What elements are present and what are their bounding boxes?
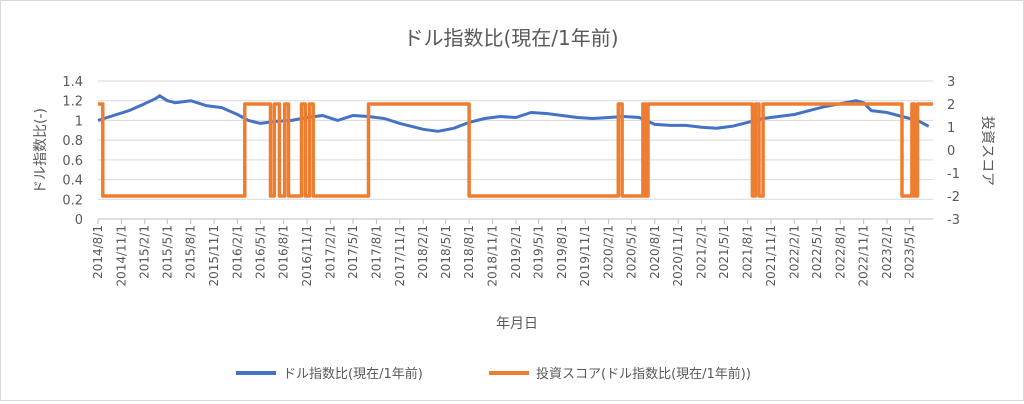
x-tick-label: 2023/5/1: [903, 225, 917, 279]
x-tick-label: 2021/8/1: [741, 225, 755, 279]
x-tick-label: 2020/5/1: [624, 225, 638, 279]
x-tick-label: 2020/8/1: [648, 225, 662, 279]
x-tick-label: 2022/11/1: [857, 225, 871, 287]
x-tick-label: 2017/2/1: [323, 225, 337, 279]
x-tick-label: 2022/8/1: [833, 225, 847, 279]
y-tick-label-left: 0.8: [62, 134, 83, 149]
y-tick-label-left: 0: [75, 213, 83, 228]
x-tick-label: 2018/2/1: [416, 225, 430, 279]
x-tick-label: 2015/8/1: [184, 225, 198, 279]
x-tick-label: 2022/2/1: [787, 225, 801, 279]
x-tick-label: 2018/5/1: [439, 225, 453, 279]
x-tick-label: 2014/8/1: [91, 225, 105, 279]
x-axis-label: 年月日: [496, 316, 538, 332]
left-y-axis-ticks: 0 0.2 0.4 0.6 0.8 1 1.2 1.4: [62, 75, 83, 228]
x-tick-label: 2022/5/1: [810, 225, 824, 279]
x-tick-label: 2019/11/1: [578, 225, 592, 287]
x-tick-label: 2017/5/1: [346, 225, 360, 279]
chart-title: ドル指数比(現在/1年前): [403, 26, 618, 50]
y-tick-label-right: 2: [947, 98, 955, 113]
y-tick-label-left: 0.4: [62, 174, 83, 189]
x-tick-label: 2023/2/1: [880, 225, 894, 279]
x-tick-label: 2018/8/1: [462, 225, 476, 279]
x-tick-label: 2015/11/1: [207, 225, 221, 287]
legend-label-investment-score: 投資スコア(ドル指数比(現在/1年前)): [536, 366, 751, 382]
x-axis: 2014/8/1 2014/11/1 2015/2/1 2015/5/1 2015/8/…: [91, 218, 933, 287]
y-axis-label-left: ドル指数比(-): [33, 108, 49, 194]
x-tick-label: 2020/11/1: [671, 225, 685, 287]
y-tick-label-left: 1.2: [62, 95, 83, 110]
x-tick-label: 2016/8/1: [277, 225, 291, 279]
x-tick-label: 2018/11/1: [486, 225, 500, 287]
x-tick-label: 2015/2/1: [138, 225, 152, 279]
x-tick-label: 2021/5/1: [717, 225, 731, 279]
series-line-investment-score: [98, 102, 933, 198]
x-tick-label: 2019/8/1: [555, 225, 569, 279]
x-tick-label: 2019/5/1: [531, 225, 545, 279]
y-tick-label-left: 1: [75, 114, 83, 129]
x-tick-label: 2016/5/1: [253, 225, 267, 279]
x-tick-label: 2021/11/1: [764, 225, 778, 287]
x-tick-label: 2016/11/1: [300, 225, 314, 287]
series-line-dollar-index: [97, 94, 930, 133]
gridlines: [98, 80, 933, 220]
x-tick-label: 2014/11/1: [114, 225, 128, 287]
x-tick-label: 2015/5/1: [160, 225, 174, 279]
y-tick-label-right: -1: [947, 167, 960, 182]
y-tick-label-right: 3: [947, 75, 955, 90]
x-tick-label: 2017/11/1: [393, 225, 407, 287]
x-tick-label: 2019/2/1: [509, 225, 523, 279]
x-tick-label: 2020/2/1: [602, 225, 616, 279]
y-axis-label-right: 投資スコア: [979, 116, 995, 186]
y-tick-label-left: 0.6: [62, 154, 83, 169]
y-tick-label-right: -2: [947, 190, 960, 205]
right-y-axis-ticks: -3 -2 -1 0 1 2 3: [947, 75, 960, 228]
y-tick-label-right: 1: [947, 121, 955, 136]
x-tick-label: 2017/8/1: [369, 225, 383, 279]
y-tick-label-right: -3: [947, 213, 960, 228]
x-tick-label: 2016/2/1: [230, 225, 244, 279]
y-tick-label-right: 0: [947, 144, 955, 159]
y-tick-label-left: 0.2: [62, 193, 83, 208]
y-tick-label-left: 1.4: [62, 75, 83, 90]
x-tick-label: 2021/2/1: [695, 225, 709, 279]
series-layer: [97, 94, 933, 198]
legend: ドル指数比(現在/1年前) 投資スコア(ドル指数比(現在/1年前)): [236, 366, 751, 382]
legend-label-dollar-index: ドル指数比(現在/1年前): [283, 366, 423, 382]
